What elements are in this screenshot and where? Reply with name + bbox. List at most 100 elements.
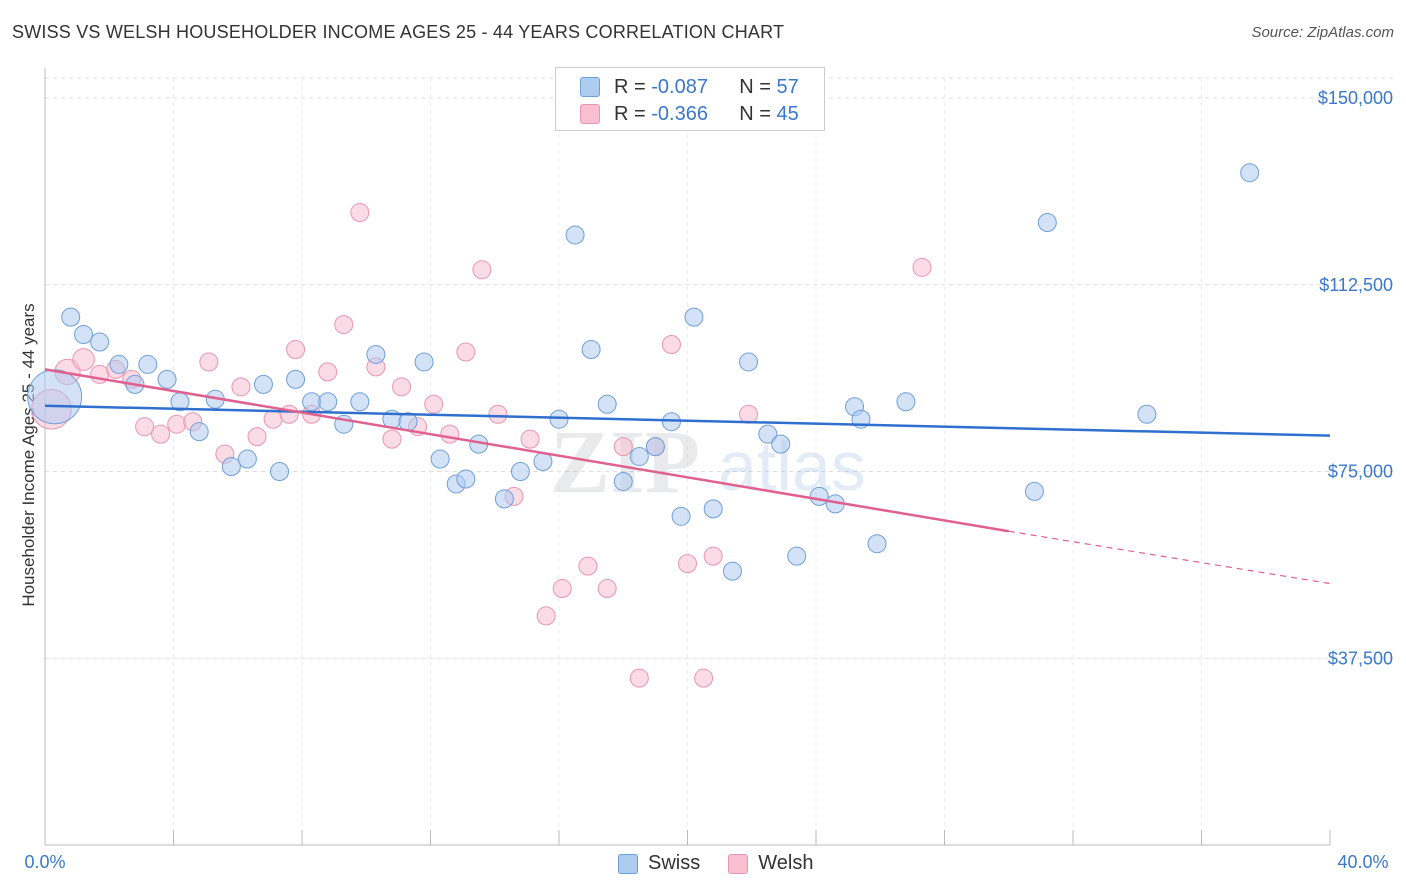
swiss-point[interactable] (645, 437, 665, 457)
welsh-point[interactable] (318, 362, 338, 382)
legend-row-swiss: R = -0.087 N = 57 (580, 74, 799, 100)
welsh-point[interactable] (703, 546, 723, 566)
welsh-point[interactable] (382, 429, 402, 449)
swiss-point[interactable] (549, 409, 569, 429)
swiss-point[interactable] (1024, 481, 1044, 501)
swiss-point[interactable] (629, 447, 649, 467)
swiss-point[interactable] (90, 332, 110, 352)
welsh-point[interactable] (334, 315, 354, 335)
legend-r-label: R = (614, 75, 646, 98)
welsh-point[interactable] (629, 668, 649, 688)
welsh-point[interactable] (350, 203, 370, 223)
y-tick-label: $75,000 (1328, 462, 1393, 482)
welsh-point[interactable] (392, 377, 412, 397)
legend-n-value: 45 (776, 102, 799, 125)
welsh-point[interactable] (739, 404, 759, 424)
legend-item-swiss[interactable]: Swiss (618, 852, 700, 875)
welsh-point[interactable] (135, 417, 155, 437)
welsh-point[interactable] (263, 409, 283, 429)
welsh-point[interactable] (520, 429, 540, 449)
swiss-point[interactable] (565, 225, 585, 245)
welsh-point[interactable] (536, 606, 556, 626)
welsh-point[interactable] (151, 424, 171, 444)
swiss-point[interactable] (613, 471, 633, 491)
swiss-point[interactable] (138, 354, 158, 374)
welsh-point[interactable] (247, 427, 267, 447)
swiss-point[interactable] (302, 392, 322, 412)
swiss-point[interactable] (1240, 163, 1260, 183)
swiss-point[interactable] (896, 392, 916, 412)
swiss-point[interactable] (237, 449, 257, 469)
swiss-point[interactable] (510, 462, 530, 481)
swiss-point[interactable] (157, 369, 177, 389)
swiss-point[interactable] (1137, 404, 1157, 424)
swiss-point[interactable] (221, 457, 241, 477)
welsh-point[interactable] (472, 260, 492, 280)
welsh-point[interactable] (552, 579, 572, 599)
x-tick-label-min: 0.0% (24, 852, 65, 872)
swiss-point[interactable] (703, 499, 723, 519)
y-tick-labels: $37,500 $75,000 $112,500 $150,000 (1318, 88, 1393, 668)
swiss-swatch (618, 853, 638, 874)
swiss-point[interactable] (684, 307, 704, 327)
swiss-trend-line (44, 404, 1331, 437)
swiss-point[interactable] (286, 369, 306, 389)
welsh-point[interactable] (72, 348, 95, 371)
welsh-point[interactable] (286, 339, 306, 359)
swiss-point[interactable] (366, 344, 386, 364)
swiss-point[interactable] (414, 352, 434, 372)
swiss-point[interactable] (722, 561, 742, 581)
swiss-point[interactable] (74, 325, 94, 345)
swiss-point[interactable] (430, 449, 450, 469)
swiss-point[interactable] (1037, 213, 1057, 232)
swiss-point[interactable] (109, 354, 129, 374)
swiss-point[interactable] (318, 392, 338, 412)
swiss-point[interactable] (771, 434, 791, 454)
legend-item-welsh[interactable]: Welsh (728, 852, 813, 875)
welsh-point[interactable] (597, 579, 617, 599)
swiss-point[interactable] (61, 307, 81, 327)
y-tick-label: $112,500 (1319, 275, 1393, 295)
welsh-point[interactable] (661, 335, 681, 355)
legend-welsh-label: Welsh (758, 852, 814, 874)
swiss-point[interactable] (494, 489, 514, 509)
welsh-point[interactable] (279, 404, 299, 424)
legend-n-label: N = (739, 75, 771, 98)
swiss-point[interactable] (270, 462, 290, 481)
swiss-point[interactable] (456, 469, 476, 489)
swiss-point[interactable] (27, 369, 83, 425)
swiss-point[interactable] (581, 339, 601, 359)
x-tick-label-max: 40.0% (1337, 852, 1388, 872)
welsh-point[interactable] (231, 377, 251, 397)
welsh-point[interactable] (440, 424, 460, 444)
swiss-point[interactable] (189, 422, 209, 442)
welsh-point[interactable] (167, 414, 187, 434)
legend-r-value: -0.087 (651, 75, 708, 98)
swiss-point[interactable] (739, 352, 759, 372)
swiss-point[interactable] (350, 392, 370, 412)
swiss-point[interactable] (671, 506, 691, 526)
welsh-point[interactable] (199, 352, 219, 372)
welsh-point[interactable] (613, 437, 633, 457)
welsh-trend-extension (1008, 530, 1331, 585)
welsh-point[interactable] (578, 556, 598, 576)
welsh-point[interactable] (456, 342, 476, 362)
swiss-point[interactable] (597, 394, 617, 414)
welsh-point[interactable] (488, 404, 508, 424)
welsh-point[interactable] (694, 668, 714, 688)
swiss-point[interactable] (809, 486, 829, 506)
x-tick-labels: 0.0% 40.0% (24, 852, 1388, 872)
swiss-point[interactable] (253, 374, 273, 394)
swiss-points (27, 163, 1260, 581)
y-tick-label: $150,000 (1318, 88, 1393, 108)
welsh-point[interactable] (424, 394, 444, 414)
swiss-point[interactable] (867, 534, 887, 554)
welsh-swatch (580, 104, 600, 124)
welsh-point[interactable] (678, 554, 697, 574)
welsh-point[interactable] (912, 257, 932, 277)
y-tick-label: $37,500 (1328, 648, 1393, 668)
swiss-point[interactable] (787, 546, 807, 566)
y-axis-label: Householder Income Ages 25 - 44 years (19, 303, 38, 606)
swiss-point[interactable] (758, 424, 778, 444)
